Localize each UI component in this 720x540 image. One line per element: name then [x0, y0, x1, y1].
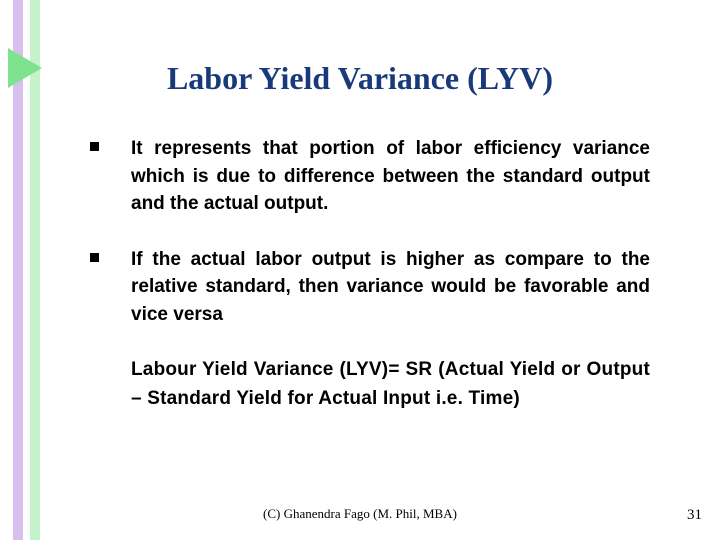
bullet-text: If the actual labor output is higher as …	[131, 246, 650, 329]
formula-text: Labour Yield Variance (LYV)= SR (Actual …	[131, 356, 650, 413]
slide-title: Labor Yield Variance (LYV)	[0, 60, 720, 97]
content-area: It represents that portion of labor effi…	[90, 135, 650, 413]
bullet-text: It represents that portion of labor effi…	[131, 135, 650, 218]
bullet-icon	[90, 142, 99, 151]
bullet-icon	[90, 253, 99, 262]
bullet-item: If the actual labor output is higher as …	[90, 246, 650, 329]
footer-credit: (C) Ghanendra Fago (M. Phil, MBA)	[0, 506, 720, 522]
slide-number: 31	[687, 507, 702, 524]
bullet-item: It represents that portion of labor effi…	[90, 135, 650, 218]
